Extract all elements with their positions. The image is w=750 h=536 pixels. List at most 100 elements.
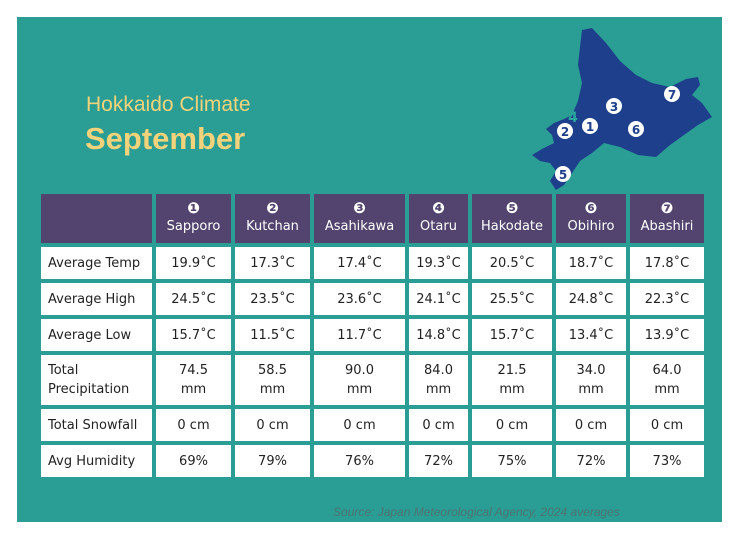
table-cell: 15.7˚C [472,319,552,351]
table-cell: 24.1˚C [409,283,468,315]
table-cell: 11.5˚C [235,319,310,351]
map-marker-6: 6 [628,121,644,137]
table-cell: 13.4˚C [556,319,626,351]
table-cell: 90.0 mm [314,355,405,405]
city-number-4: ❹ [432,199,445,217]
table-cell: 15.7˚C [156,319,231,351]
table-row-average-high: Average High 24.5˚C 23.5˚C 23.6˚C 24.1˚C… [41,283,704,315]
table-cell: 74.5 mm [156,355,231,405]
table-row-total-snowfall: Total Snowfall 0 cm 0 cm 0 cm 0 cm 0 cm … [41,409,704,441]
header-corner-cell [41,194,152,243]
header-city-obihiro: ❻ Obihiro [556,194,626,243]
cell-unit: mm [259,382,286,397]
city-name: Obihiro [567,219,615,234]
city-name: Kutchan [246,219,299,234]
cell-value: 90.0 [345,363,374,378]
city-name: Abashiri [640,219,694,234]
header-city-abashiri: ❼ Abashiri [630,194,704,243]
row-label: Avg Humidity [41,445,152,477]
svg-text:3: 3 [610,100,618,114]
table-cell: 34.0 mm [556,355,626,405]
table-cell: 21.5 mm [472,355,552,405]
map-marker-1: 1 [582,118,598,134]
city-number-3: ❸ [353,199,366,217]
cell-value: 84.0 [424,363,453,378]
city-number-1: ❶ [187,199,200,217]
row-label: Total Snowfall [41,409,152,441]
city-number-7: ❼ [660,199,674,217]
table-cell: 76% [314,445,405,477]
table-cell: 14.8˚C [409,319,468,351]
row-label: Total Precipitation [41,355,152,405]
city-name: Sapporo [166,219,221,234]
svg-text:7: 7 [668,88,676,102]
row-label-line: Total [48,363,79,378]
table-cell: 0 cm [314,409,405,441]
cell-unit: mm [578,382,604,397]
table-cell: 17.4˚C [314,247,405,279]
table-cell: 0 cm [235,409,310,441]
table-cell: 0 cm [472,409,552,441]
table-row-average-low: Average Low 15.7˚C 11.5˚C 11.7˚C 14.8˚C … [41,319,704,351]
row-label: Average High [41,283,152,315]
table-cell: 17.3˚C [235,247,310,279]
cell-value: 58.5 [258,363,287,378]
table-row-average-temp: Average Temp 19.9˚C 17.3˚C 17.4˚C 19.3˚C… [41,247,704,279]
table-cell: 19.9˚C [156,247,231,279]
city-name: Asahikawa [324,219,395,234]
table-cell: 18.7˚C [556,247,626,279]
table-cell: 0 cm [409,409,468,441]
header-city-kutchan: ❷ Kutchan [235,194,310,243]
table-cell: 23.6˚C [314,283,405,315]
table-cell: 69% [156,445,231,477]
climate-table: ❶ Sapporo ❷ Kutchan ❸ Asahikawa ❹ Otaru … [37,190,708,481]
city-number-6: ❻ [584,199,598,217]
cell-value: 74.5 [179,363,208,378]
table-cell: 58.5 mm [235,355,310,405]
table-cell: 84.0 mm [409,355,468,405]
city-name: Hakodate [480,219,544,234]
table-cell: 79% [235,445,310,477]
table-cell: 0 cm [156,409,231,441]
svg-text:5: 5 [559,168,567,182]
table-cell: 0 cm [556,409,626,441]
table-cell: 64.0 mm [630,355,704,405]
table-cell: 17.8˚C [630,247,704,279]
table-cell: 20.5˚C [472,247,552,279]
table-cell: 75% [472,445,552,477]
map-marker-2: 2 [557,123,573,139]
svg-text:1: 1 [586,120,594,134]
table-row-avg-humidity: Avg Humidity 69% 79% 76% 72% 75% 72% 73% [41,445,704,477]
cell-unit: mm [346,382,373,397]
table-cell: 24.8˚C [556,283,626,315]
cell-value: 34.0 [576,363,606,378]
row-label: Average Low [41,319,152,351]
table-cell: 19.3˚C [409,247,468,279]
svg-text:6: 6 [632,123,640,137]
table-cell: 24.5˚C [156,283,231,315]
table-cell: 22.3˚C [630,283,704,315]
row-label: Average Temp [41,247,152,279]
table-cell: 73% [630,445,704,477]
svg-text:4: 4 [568,110,578,126]
table-header-row: ❶ Sapporo ❷ Kutchan ❸ Asahikawa ❹ Otaru … [41,194,704,243]
cell-unit: mm [180,382,207,397]
svg-text:2: 2 [561,125,569,139]
table-cell: 25.5˚C [472,283,552,315]
table-cell: 72% [556,445,626,477]
title-month: September [85,121,246,156]
city-number-5: ❺ [505,199,519,217]
cell-value: 64.0 [652,363,682,378]
map-marker-3: 3 [606,98,622,114]
table-cell: 11.7˚C [314,319,405,351]
title-region: Hokkaido Climate [86,93,251,116]
header-city-hakodate: ❺ Hakodate [472,194,552,243]
header-city-sapporo: ❶ Sapporo [156,194,231,243]
hokkaido-island-shape [532,28,712,190]
header-city-otaru: ❹ Otaru [409,194,468,243]
hokkaido-map: 1 2 3 4 5 6 7 [532,28,712,190]
map-marker-4: 4 [568,110,578,126]
source-caption: Source: Japan Meteorological Agency, 202… [333,505,620,519]
header-city-asahikawa: ❸ Asahikawa [314,194,405,243]
city-name: Otaru [420,219,457,234]
